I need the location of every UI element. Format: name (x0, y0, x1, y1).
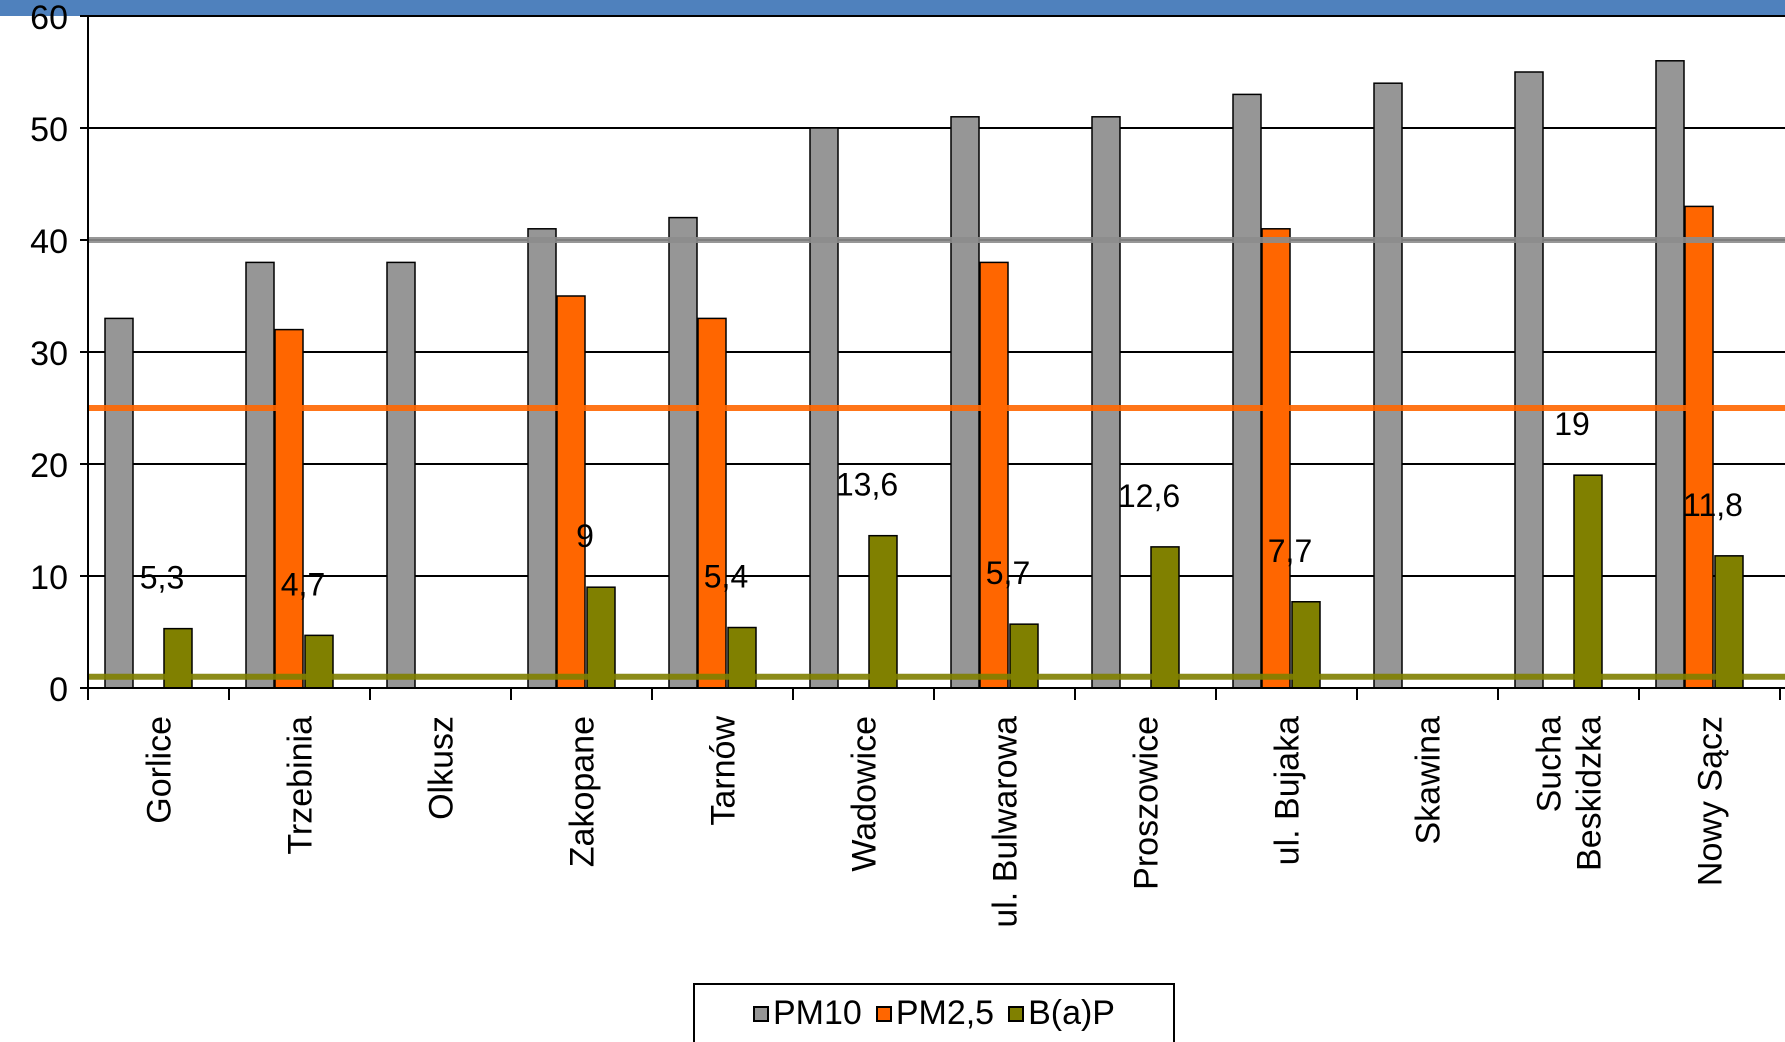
x-tick-label: Zakopane (564, 716, 602, 867)
x-tick-label: ul. Bujaka (1269, 716, 1307, 865)
legend-swatch-pm10 (752, 1005, 769, 1022)
legend-swatch-bap (1008, 1005, 1025, 1022)
bar-pm25-1 (274, 328, 304, 689)
bar-bap-10 (1573, 474, 1603, 689)
y-tick-label: 40 (30, 223, 68, 261)
data-labels: 5,3 4,7 9 5,4 13,6 5,7 12,6 7,7 19 11,8 (140, 406, 1743, 602)
bar-pm10-1 (245, 261, 275, 689)
x-tick-label: Gorlice (141, 716, 179, 824)
y-tick-label: 50 (30, 111, 68, 149)
legend-item-pm10: PM10 (752, 994, 862, 1033)
x-tick-label: Nowy Sącz (1692, 716, 1730, 886)
legend-label-bap: B(a)P (1028, 994, 1115, 1032)
x-tick-label: Tarnów (705, 716, 743, 826)
data-label: 12,6 (1118, 478, 1180, 514)
bar-bap-11 (1714, 555, 1744, 689)
data-label: 11,8 (1683, 487, 1743, 523)
data-label: 13,6 (836, 467, 898, 503)
bar-bap-8 (1291, 601, 1321, 689)
y-tick-label: 10 (30, 559, 68, 597)
bar-pm10-2 (386, 261, 416, 689)
bar-pm10-8 (1232, 93, 1262, 689)
data-label: 5,3 (140, 560, 184, 596)
bar-pm25-6 (979, 261, 1009, 689)
x-tick-label: ul. Bulwarowa (987, 716, 1025, 928)
reference-lines (88, 237, 1785, 680)
y-axis-ticks: 0 10 20 30 40 50 60 (30, 0, 88, 709)
legend-item-pm25: PM2,5 (875, 994, 995, 1033)
y-tick-label: 20 (30, 447, 68, 485)
x-tick-label: Skawina (1410, 716, 1448, 845)
y-tick-label: 30 (30, 335, 68, 373)
data-label: 5,7 (986, 555, 1030, 591)
data-label: 19 (1554, 406, 1590, 442)
data-label: 5,4 (704, 559, 748, 595)
bar-pm10-4 (668, 216, 698, 689)
y-tick-label: 0 (49, 671, 68, 709)
bar-pm10-11 (1655, 60, 1685, 689)
bar-bap-1 (304, 634, 334, 689)
legend-item-bap: B(a)P (1008, 994, 1115, 1033)
legend-label-pm25: PM2,5 (895, 994, 995, 1032)
legend-label-pm10: PM10 (772, 994, 862, 1032)
x-tick-label: SuchaBeskidzka (1531, 716, 1609, 871)
data-label: 7,7 (1268, 533, 1312, 569)
bars (104, 60, 1744, 689)
data-label: 9 (576, 518, 594, 554)
x-tick-label: Olkusz (423, 716, 461, 820)
bar-pm10-0 (104, 317, 134, 689)
x-tick-label: Trzebinia (282, 716, 320, 855)
bar-pm25-8 (1261, 228, 1291, 689)
bar-pm10-6 (950, 116, 980, 689)
bar-bap-5 (868, 534, 898, 689)
x-axis-ticks: Gorlice Trzebinia Olkusz Zakopane Tarnów Wado… (87, 688, 1781, 928)
data-label: 4,7 (281, 566, 325, 602)
bar-bap-7 (1150, 546, 1180, 689)
bar-pm10-10 (1514, 71, 1544, 689)
bar-pm10-3 (527, 228, 557, 689)
legend: PM10 PM2,5 B(a)P (693, 983, 1175, 1042)
x-tick-label: Wadowice (846, 716, 884, 872)
top-banner (0, 0, 1785, 16)
bar-pm25-11 (1684, 205, 1714, 689)
x-tick-label: Proszowice (1128, 716, 1166, 890)
bar-pm25-3 (556, 295, 586, 689)
y-tick-label: 60 (30, 0, 68, 37)
bar-bap-3 (586, 586, 616, 689)
bar-pm10-7 (1091, 116, 1121, 689)
legend-swatch-pm25 (875, 1005, 892, 1022)
bar-pm25-4 (697, 317, 727, 689)
bar-pm10-9 (1373, 82, 1403, 689)
